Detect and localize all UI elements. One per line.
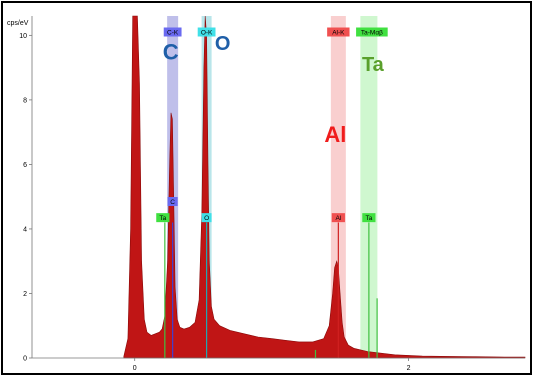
marker-tag-c-1-text: C (170, 199, 175, 206)
marker-tag-ta-0: Ta (156, 213, 170, 223)
y-tick-label-6: 6 (23, 162, 27, 169)
y-axis-unit-label: cps/eV (7, 20, 29, 27)
marker-tag-al-3-text: Al (335, 215, 341, 222)
marker-tag-o-2-bg (201, 213, 212, 223)
element-label-c: C (163, 40, 179, 65)
spectrum-area (123, 15, 526, 359)
element-big-labels: C O Al Ta (163, 33, 385, 147)
top-tag-ta: Ta-Mαβ (356, 27, 388, 37)
element-label-ta: Ta (362, 54, 385, 76)
top-tag-al-text: Al-K (332, 29, 345, 36)
marker-tag-c-1-bg (167, 197, 178, 207)
top-tag-o-bg (197, 27, 216, 37)
band-ta (360, 16, 378, 358)
top-tag-al: Al-K (327, 27, 350, 37)
top-tag-ta-text: Ta-Mαβ (361, 29, 383, 36)
top-tag-c-bg (163, 27, 182, 37)
marker-tag-al-3-bg (331, 213, 345, 223)
marker-tag-o-2: O (201, 213, 212, 223)
top-tag-al-bg (327, 27, 350, 37)
y-tick-label-2: 2 (23, 291, 27, 298)
y-tick-label-0: 0 (23, 356, 27, 363)
y-tick-label-8: 8 (23, 97, 27, 104)
marker-tag-ta-4-bg (362, 213, 376, 223)
marker-lines (164, 222, 378, 358)
marker-tag-c-1: C (167, 197, 178, 207)
axes: 0 2 4 6 8 10 0 2 (19, 16, 525, 372)
marker-tag-ta-0-bg (156, 213, 170, 223)
chart-frame: cps/eV 0 2 4 6 8 10 0 2 C-K O-K Al-K Ta-Mαβ Ta C O Al T… (1, 1, 532, 375)
marker-tag-al-3: Al (331, 213, 345, 223)
top-tag-c: C-K (163, 27, 182, 37)
element-tags: C-K O-K Al-K Ta-Mαβ Ta C O Al Ta (156, 27, 388, 223)
element-label-al: Al (324, 122, 346, 147)
x-tick-label-0: 0 (133, 365, 137, 372)
top-tag-c-text: C-K (167, 29, 179, 36)
y-tick-label-10: 10 (19, 33, 27, 40)
top-tag-ta-bg (356, 27, 388, 37)
y-tick-label-4: 4 (23, 226, 27, 233)
marker-tag-ta-4: Ta (362, 213, 376, 223)
marker-tag-ta-4-text: Ta (365, 215, 372, 222)
eds-spectrum-chart: cps/eV 0 2 4 6 8 10 0 2 C-K O-K Al-K Ta-Mαβ Ta C O Al T… (7, 15, 526, 372)
spectrum-layer (123, 15, 526, 359)
top-tag-o-text: O-K (201, 29, 213, 36)
marker-tag-ta-0-text: Ta (159, 215, 166, 222)
marker-tag-o-2-text: O (204, 215, 209, 222)
top-tag-o: O-K (197, 27, 216, 37)
x-tick-label-2: 2 (407, 365, 411, 372)
element-label-o: O (215, 33, 231, 55)
